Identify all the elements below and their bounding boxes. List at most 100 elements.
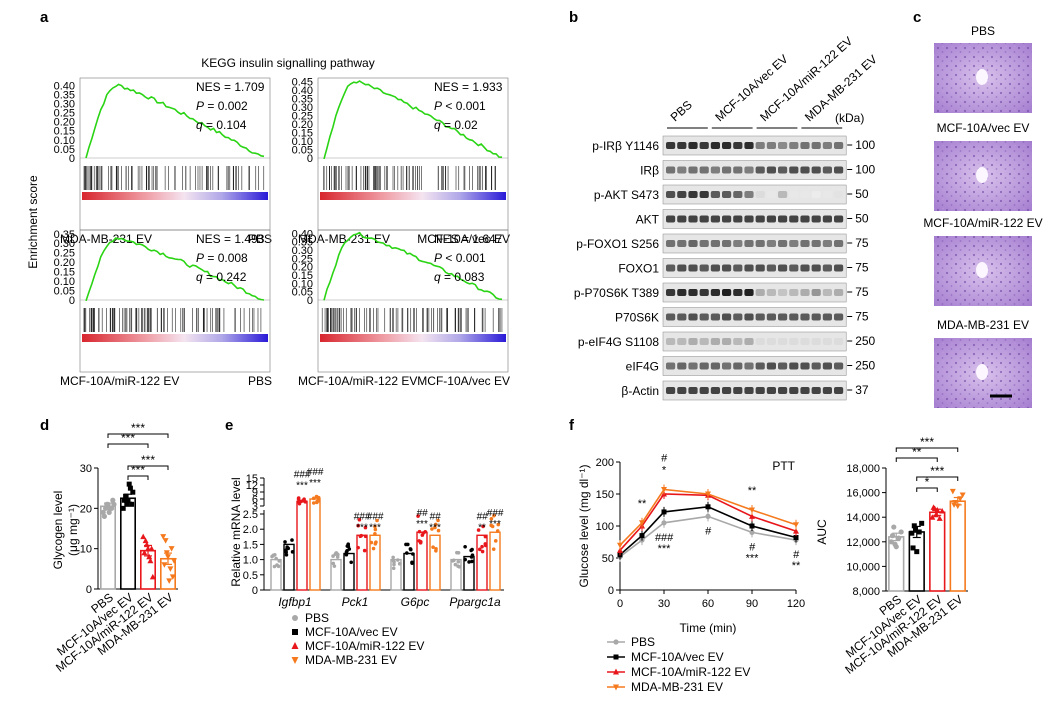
histo-label: MDA-MB-231 EV — [937, 318, 1029, 332]
blot-band — [811, 215, 821, 223]
histo-vessel — [976, 69, 988, 85]
data-point — [914, 549, 920, 555]
data-point — [311, 501, 316, 505]
gsea-ytick: 0.25 — [292, 110, 313, 122]
data-point — [421, 531, 426, 535]
data-point — [101, 513, 107, 520]
blot-band — [834, 240, 844, 247]
gene-label: Pck1 — [342, 595, 369, 609]
legend-label: MDA-MB-231 EV — [631, 680, 723, 694]
sig-mark: ### — [307, 467, 324, 478]
series-point — [793, 522, 799, 528]
blot-row: IRβ 100 — [640, 160, 876, 180]
legend-marker — [292, 629, 298, 635]
data-point — [100, 509, 106, 515]
blot-band — [710, 240, 720, 247]
bar — [476, 534, 488, 591]
gsea-stat-value: = 1.933 — [459, 80, 503, 94]
y-tick-label: 1.0 — [243, 555, 258, 567]
data-point — [161, 562, 168, 568]
blot-band — [722, 215, 732, 223]
y-tick-label: 150 — [596, 489, 614, 501]
sig-mark: *** — [489, 519, 501, 530]
gsea-ylabel: Enrichment score — [26, 175, 40, 269]
blot-band — [722, 166, 732, 174]
blot-band — [688, 191, 698, 198]
data-point — [408, 547, 413, 552]
blot-band — [710, 289, 720, 296]
data-point — [373, 541, 378, 546]
sig-mark: * — [662, 465, 667, 477]
data-point — [431, 545, 435, 549]
gsea-ytick: 0.20 — [54, 257, 75, 269]
blot-band — [834, 142, 844, 149]
gsea-ytick: 0.35 — [54, 229, 75, 241]
blot-band — [699, 166, 709, 174]
blot-band — [744, 240, 754, 247]
blot-band — [778, 264, 788, 272]
blot-row: p-AKT S473 50 — [594, 184, 869, 205]
blot-band — [755, 191, 765, 198]
blot-band — [722, 142, 732, 149]
sig-mark: *** — [296, 480, 308, 491]
blot-band — [789, 338, 799, 345]
blot-band — [755, 166, 765, 174]
blot-band — [822, 362, 832, 370]
legend-marker — [613, 668, 619, 675]
series-line — [619, 488, 797, 546]
gsea-stat-key: P — [196, 251, 204, 265]
blot-band — [666, 387, 676, 394]
gsea-stat-value: = 0.242 — [203, 270, 247, 284]
blot-band — [666, 142, 676, 149]
blot-band — [789, 264, 799, 272]
gsea-ytick: 0.35 — [292, 237, 313, 249]
data-point — [362, 548, 367, 553]
blot-band — [755, 142, 765, 149]
gene-label: G6pc — [401, 595, 430, 609]
gsea-ytick: 0.35 — [54, 89, 75, 101]
gsea-ytick: 0.40 — [292, 228, 313, 240]
bar — [463, 555, 475, 591]
blot-band — [778, 338, 788, 345]
data-point — [272, 564, 277, 569]
panel-f-ptt-chart: 0 50 100 150 200 0 30 60 90 120 Time (min) Glucose … — [577, 453, 805, 694]
data-point — [404, 551, 409, 555]
gsea-enrichment-curve — [323, 80, 503, 160]
sig-stars: *** — [131, 421, 145, 435]
blot-band — [699, 289, 709, 296]
legend-marker — [613, 684, 619, 691]
blot-band — [766, 215, 776, 223]
blot-band — [822, 191, 832, 198]
blot-band — [710, 338, 720, 345]
sig-stars: *** — [920, 435, 934, 449]
panel-letter-d: d — [40, 417, 49, 434]
panel-c-histology: PBS MCF-10A/vec EV MCF-10A/miR-122 EV MDA-M… — [923, 24, 1043, 408]
data-point — [171, 558, 177, 564]
data-point — [111, 501, 117, 507]
data-point — [315, 499, 319, 504]
blot-band — [744, 338, 754, 345]
gene-label: Igfbp1 — [278, 595, 311, 609]
gsea-stat: NES = 1.493 — [196, 232, 265, 246]
blot-band — [789, 166, 799, 174]
blot-strip — [662, 356, 847, 376]
data-point — [405, 542, 410, 547]
blot-band — [822, 338, 832, 345]
blot-kda-label: 100 — [855, 163, 875, 177]
blot-band — [710, 362, 720, 370]
blot-group-label: PBS — [668, 98, 695, 124]
data-point — [936, 515, 943, 521]
histo-label: PBS — [971, 24, 995, 38]
panel-letter-f: f — [569, 417, 575, 434]
data-point — [142, 537, 149, 544]
x-axis-label: Time (min) — [680, 621, 737, 635]
blot-protein-label: p-FOXO1 S256 — [576, 237, 659, 251]
blot-band — [688, 215, 698, 223]
blot-band — [800, 362, 810, 370]
blot-band — [666, 313, 676, 321]
bar — [489, 531, 501, 591]
sig-bracket — [895, 457, 938, 462]
legend-label: MCF-10A/vec EV — [631, 650, 724, 664]
data-point — [469, 548, 473, 553]
